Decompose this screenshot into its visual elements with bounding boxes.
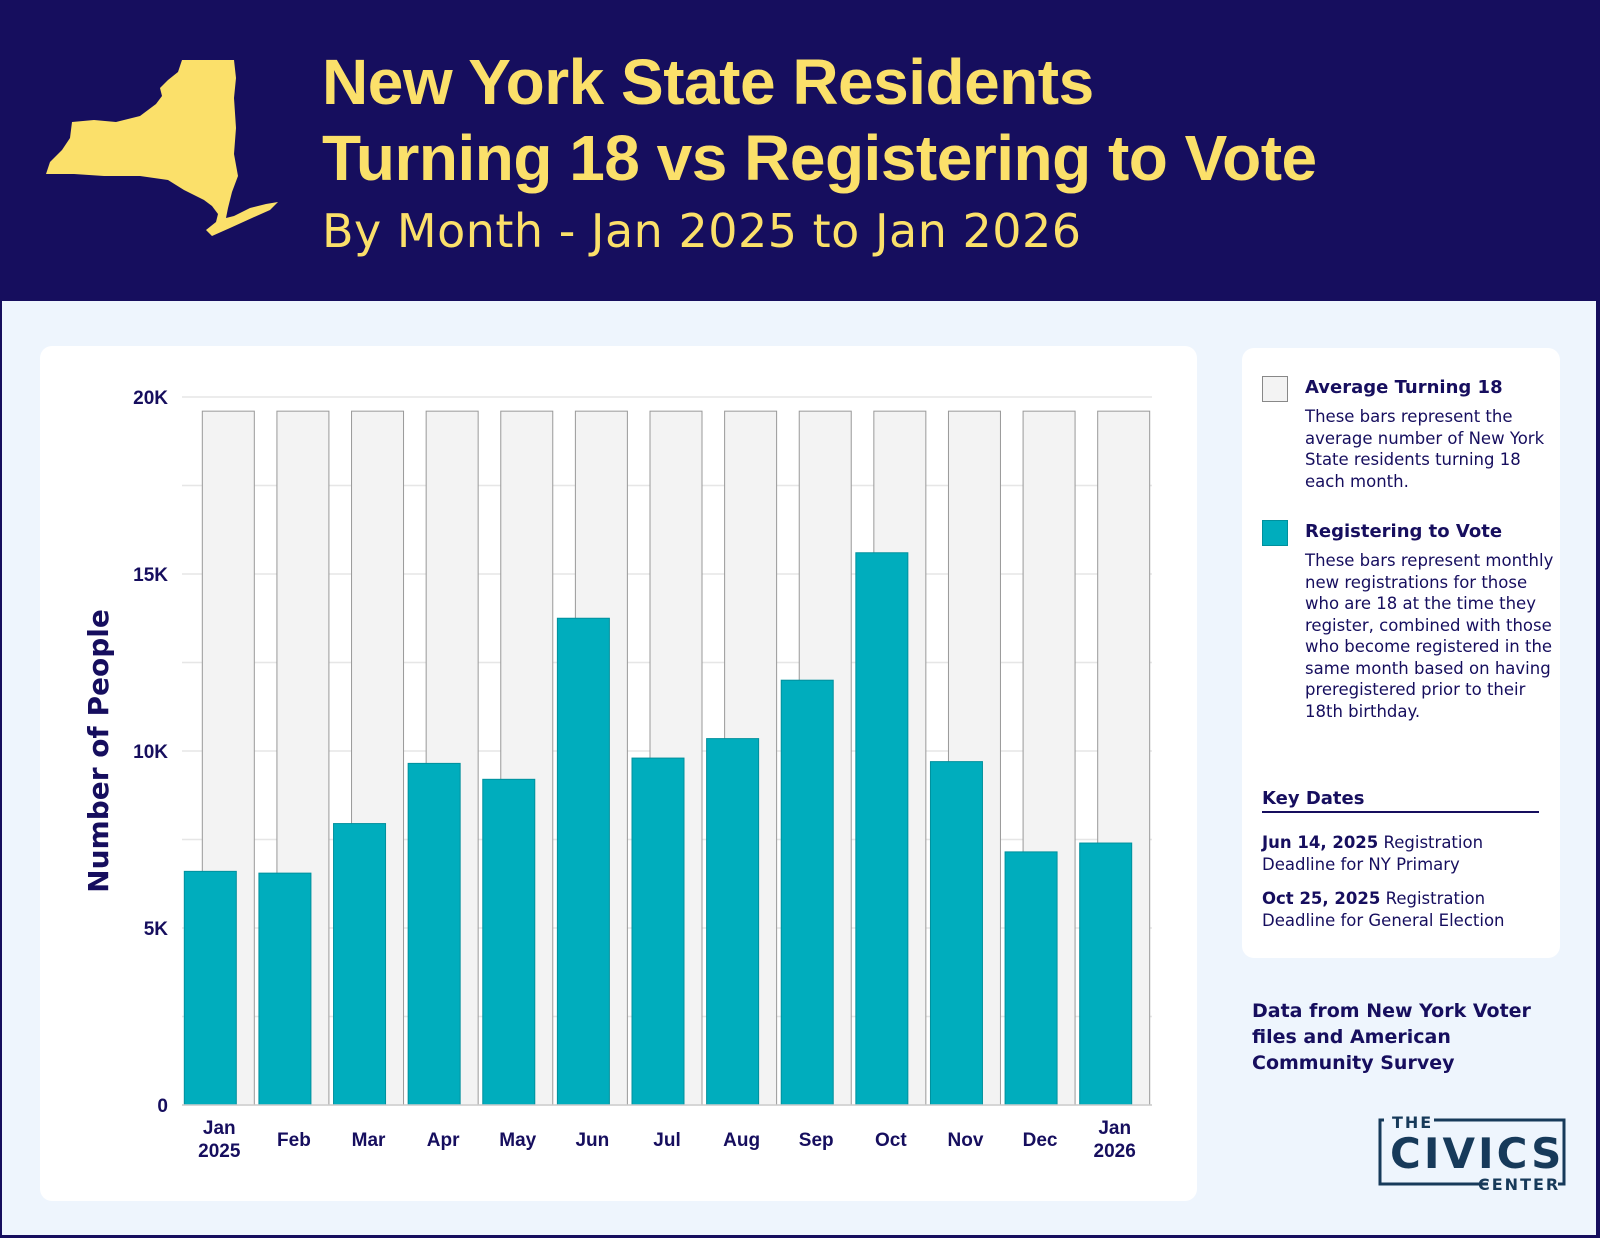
- legend-swatch-teal: [1262, 520, 1288, 546]
- page-subtitle: By Month - Jan 2025 to Jan 2026: [322, 204, 1082, 258]
- key-date-text: Registration Deadline for NY Primary: [1262, 833, 1484, 874]
- new-york-state-map-icon: [46, 60, 278, 236]
- key-date: Oct 25, 2025: [1262, 889, 1381, 908]
- civics-center-logo: THE CIVICS CENTER: [1378, 1113, 1566, 1192]
- registering-bar: [706, 738, 760, 1106]
- x-tick-label: Feb: [277, 1130, 311, 1151]
- y-tick-label: 15K: [133, 565, 168, 586]
- x-tick-label: Jan: [203, 1118, 236, 1139]
- x-tick-label: May: [499, 1130, 536, 1151]
- key-date-item: Jun 14, 2025 Registration Deadline for N…: [1262, 832, 1547, 875]
- y-tick-label: 0: [157, 1096, 168, 1117]
- key-date: Jun 14, 2025: [1262, 833, 1379, 852]
- x-tick-label: Jul: [653, 1130, 680, 1151]
- legend-description: These bars represent monthly new registr…: [1305, 551, 1554, 721]
- x-tick-label: Jun: [575, 1130, 609, 1151]
- registering-bar: [780, 679, 834, 1106]
- registering-bar: [855, 552, 909, 1106]
- y-tick-label: 10K: [133, 742, 168, 763]
- legend-label: Registering to Vote: [1305, 521, 1503, 542]
- y-tick-label: 5K: [144, 919, 169, 940]
- y-axis-label: Number of People: [82, 609, 115, 893]
- registering-bar: [333, 823, 387, 1106]
- registering-bar: [556, 617, 610, 1106]
- x-tick-label: Aug: [723, 1130, 760, 1151]
- key-date-text: Registration Deadline for General Electi…: [1262, 889, 1505, 930]
- registering-bar: [1004, 851, 1058, 1106]
- title-line-1: New York State Residents: [322, 46, 1094, 118]
- legend-panel: Average Turning 18 These bars represent …: [1242, 348, 1560, 958]
- header: New York State Residents Turning 18 vs R…: [0, 0, 1600, 301]
- svg-text:CENTER: CENTER: [1478, 1175, 1560, 1192]
- key-dates-heading: Key Dates: [1262, 788, 1539, 813]
- x-tick-label: Oct: [875, 1130, 907, 1151]
- x-tick-label: Sep: [799, 1130, 834, 1151]
- page-title: New York State Residents Turning 18 vs R…: [322, 44, 1317, 196]
- legend-label: Average Turning 18: [1305, 377, 1503, 398]
- svg-text:CIVICS: CIVICS: [1390, 1129, 1564, 1178]
- svg-text:THE: THE: [1392, 1113, 1433, 1132]
- source-note: Data from New York Voter files and Ameri…: [1252, 1000, 1531, 1074]
- title-line-2: Turning 18 vs Registering to Vote: [322, 122, 1317, 194]
- x-tick-label: Jan: [1098, 1118, 1131, 1139]
- legend-swatch-gray: [1262, 376, 1288, 402]
- x-tick-label: 2025: [198, 1141, 241, 1162]
- registering-bar: [929, 761, 983, 1106]
- registering-bar: [258, 872, 312, 1106]
- y-tick-label: 20K: [133, 388, 168, 409]
- key-date-item: Oct 25, 2025 Registration Deadline for G…: [1262, 888, 1547, 931]
- x-tick-label: Mar: [352, 1130, 386, 1151]
- registering-bar: [482, 778, 536, 1106]
- legend-description: These bars represent the average number …: [1305, 407, 1545, 491]
- x-tick-label: Dec: [1023, 1130, 1058, 1151]
- registering-bar: [407, 762, 461, 1106]
- registering-bar: [183, 870, 237, 1106]
- x-tick-label: Nov: [948, 1130, 984, 1151]
- registering-bar: [631, 757, 685, 1106]
- x-tick-label: 2026: [1094, 1141, 1136, 1162]
- x-tick-label: Apr: [427, 1130, 460, 1151]
- registering-bar: [1079, 842, 1133, 1106]
